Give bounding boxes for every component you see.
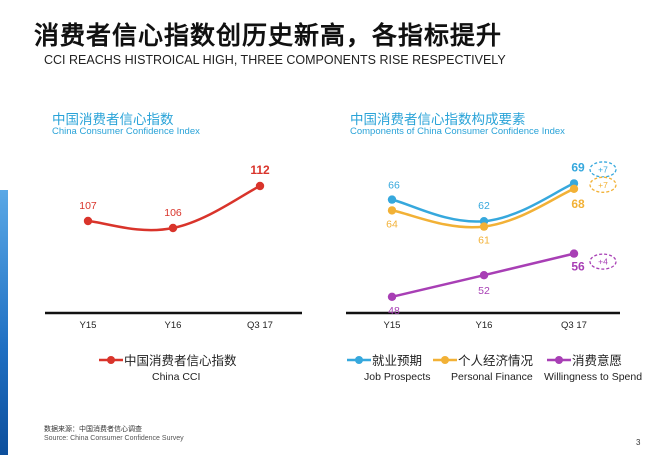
legend-label: 就业预期 (372, 353, 423, 368)
data-label: 112 (250, 163, 270, 177)
data-label: 48 (388, 305, 400, 317)
data-point (387, 206, 397, 215)
legend-line-marker-icon (347, 355, 371, 364)
data-point (569, 249, 579, 258)
data-point (255, 181, 265, 191)
change-badge (589, 176, 617, 193)
page-subtitle: CCI REACHS HISTROICAL HIGH, THREE COMPON… (44, 53, 506, 67)
data-label: 107 (79, 200, 97, 212)
data-label: 56 (571, 260, 585, 274)
change-badge (589, 161, 617, 178)
data-point (479, 271, 489, 280)
x-tick-label: Y16 (165, 320, 182, 331)
chart-left-subtitle: China Consumer Confidence Index (52, 126, 200, 137)
x-tick-label: Y15 (384, 320, 401, 331)
page-title: 消费者信心指数创历史新高，各指标提升 (34, 21, 503, 50)
data-label: 64 (386, 218, 398, 230)
side-accent-bar (0, 190, 8, 455)
data-label: 61 (478, 235, 490, 247)
x-tick-label: Q3 17 (561, 320, 587, 331)
legend-label: 消费意愿 (572, 353, 623, 368)
legend-line-marker-icon (99, 355, 123, 364)
data-point (569, 184, 579, 193)
data-label: 62 (478, 200, 490, 212)
page-number: 3 (636, 438, 641, 447)
source-note-en: Source: China Consumer Confidence Survey (44, 435, 184, 442)
data-label: 52 (478, 285, 490, 297)
data-point (387, 195, 397, 204)
change-badge-label: +7 (598, 164, 608, 174)
x-tick-label: Y15 (80, 320, 97, 331)
x-tick-label: Y16 (476, 320, 493, 331)
legend-item-job-prospects: 就业预期 (346, 350, 422, 369)
chart-right-subtitle: Components of China Consumer Confidence … (350, 126, 565, 137)
data-point (479, 222, 489, 231)
legend-label-en: Personal Finance (451, 371, 533, 383)
chart-right-title: 中国消费者信心指数构成要素 (350, 112, 526, 128)
source-note-cn: 数据来源：中国消费者信心调查 (44, 425, 142, 433)
change-badge-label: +7 (598, 180, 608, 190)
data-label: 66 (388, 180, 400, 192)
legend-item-willingness-to-spend: 消费意愿 (546, 350, 622, 369)
legend-item-personal-finance: 个人经济情况 (432, 350, 533, 369)
legend-item-china-cci: 中国消费者信心指数 (98, 350, 237, 369)
data-point (387, 292, 397, 301)
data-label: 106 (164, 207, 182, 219)
legend-label-en: China CCI (152, 371, 201, 383)
legend-label: 中国消费者信心指数 (124, 353, 237, 368)
legend-label: 个人经济情况 (458, 353, 534, 368)
change-badge (589, 253, 617, 270)
x-tick-label: Q3 17 (247, 320, 273, 331)
data-point (83, 216, 93, 226)
data-label: 68 (571, 197, 585, 211)
data-point (168, 223, 178, 233)
legend-line-marker-icon (433, 355, 457, 364)
legend-line-marker-icon (547, 355, 571, 364)
change-badge-label: +4 (598, 257, 608, 267)
chart-left-title: 中国消费者信心指数 (52, 112, 174, 128)
legend-label-en: Job Prospects (364, 371, 431, 383)
data-label: 69 (571, 160, 585, 174)
legend-label-en: Willingness to Spend (544, 371, 643, 383)
